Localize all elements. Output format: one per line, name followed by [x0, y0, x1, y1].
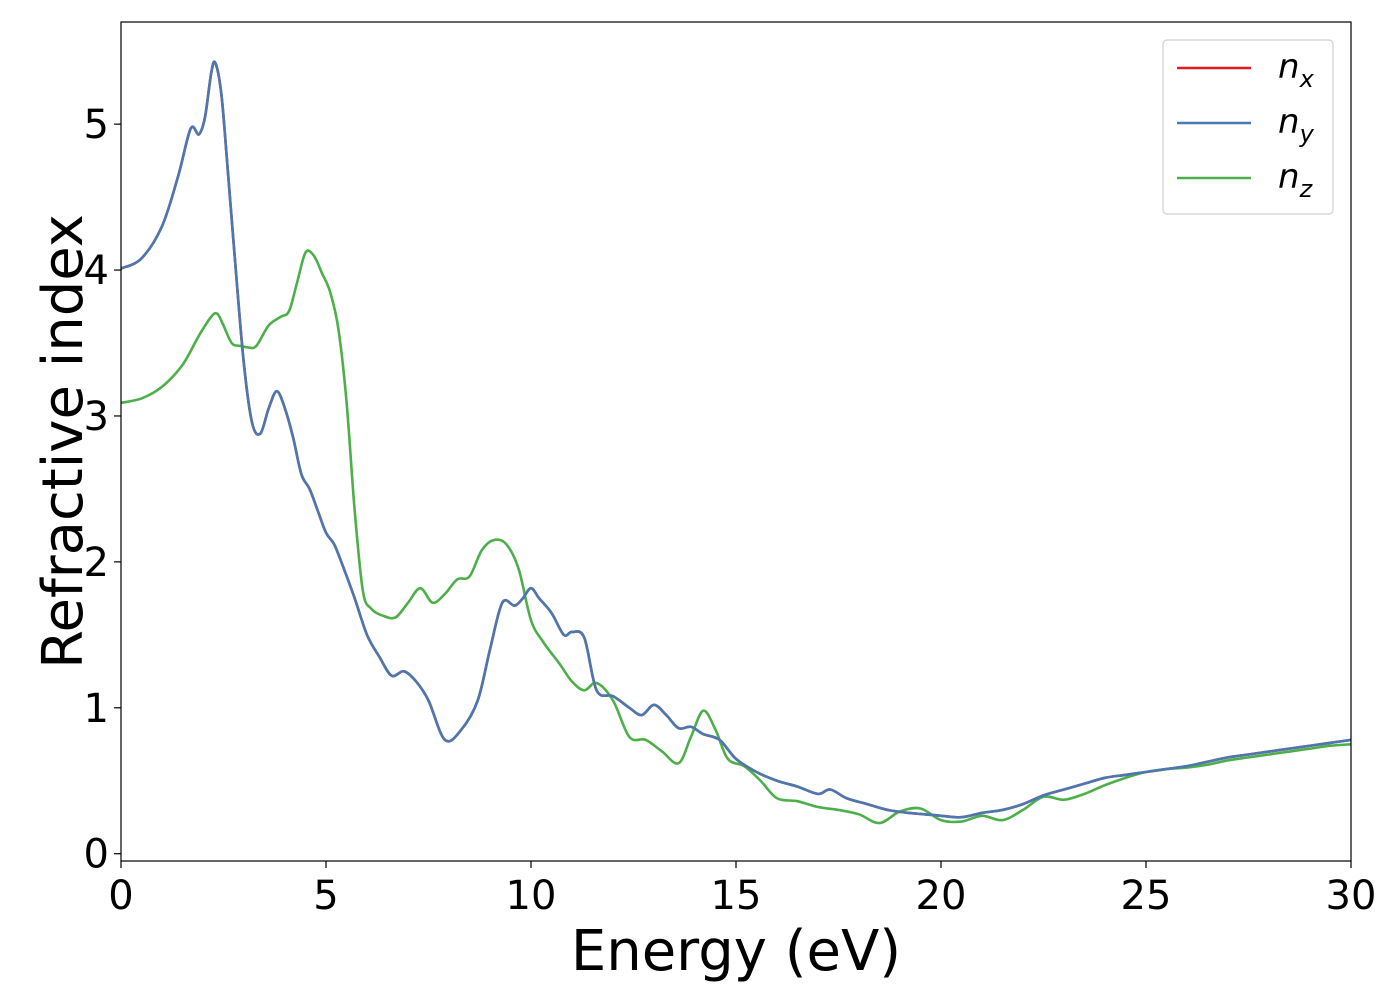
y-tick-label: 3 [84, 394, 109, 440]
y-tick-label: 1 [84, 686, 109, 732]
series-line-ny [121, 60, 1351, 819]
x-tick-label: 25 [1121, 873, 1172, 919]
legend-label-ny: ny [1278, 102, 1315, 148]
x-tick-label: 0 [108, 873, 133, 919]
legend-label-nx: nx [1278, 47, 1315, 93]
y-tick-label: 5 [84, 102, 109, 148]
x-tick-label: 30 [1326, 873, 1377, 919]
legend: nx ny nz [1162, 39, 1334, 215]
y-tick-label: 4 [84, 248, 109, 294]
y-tick-label: 2 [84, 540, 109, 586]
x-axis: 0 5 10 15 20 25 30 [108, 861, 1376, 919]
x-tick-label: 20 [916, 873, 967, 919]
y-axis: 0 1 2 3 4 5 [84, 102, 121, 878]
x-tick-label: 10 [506, 873, 557, 919]
y-axis-label: Refractive index [31, 214, 96, 669]
y-tick-label: 0 [84, 832, 109, 878]
legend-box [1162, 39, 1334, 215]
series-layer [121, 60, 1351, 825]
x-axis-label: Energy (eV) [571, 919, 901, 984]
x-tick-label: 15 [711, 873, 762, 919]
legend-label-nz: nz [1278, 157, 1314, 203]
series-line-nz [121, 249, 1351, 825]
x-tick-label: 5 [313, 873, 338, 919]
